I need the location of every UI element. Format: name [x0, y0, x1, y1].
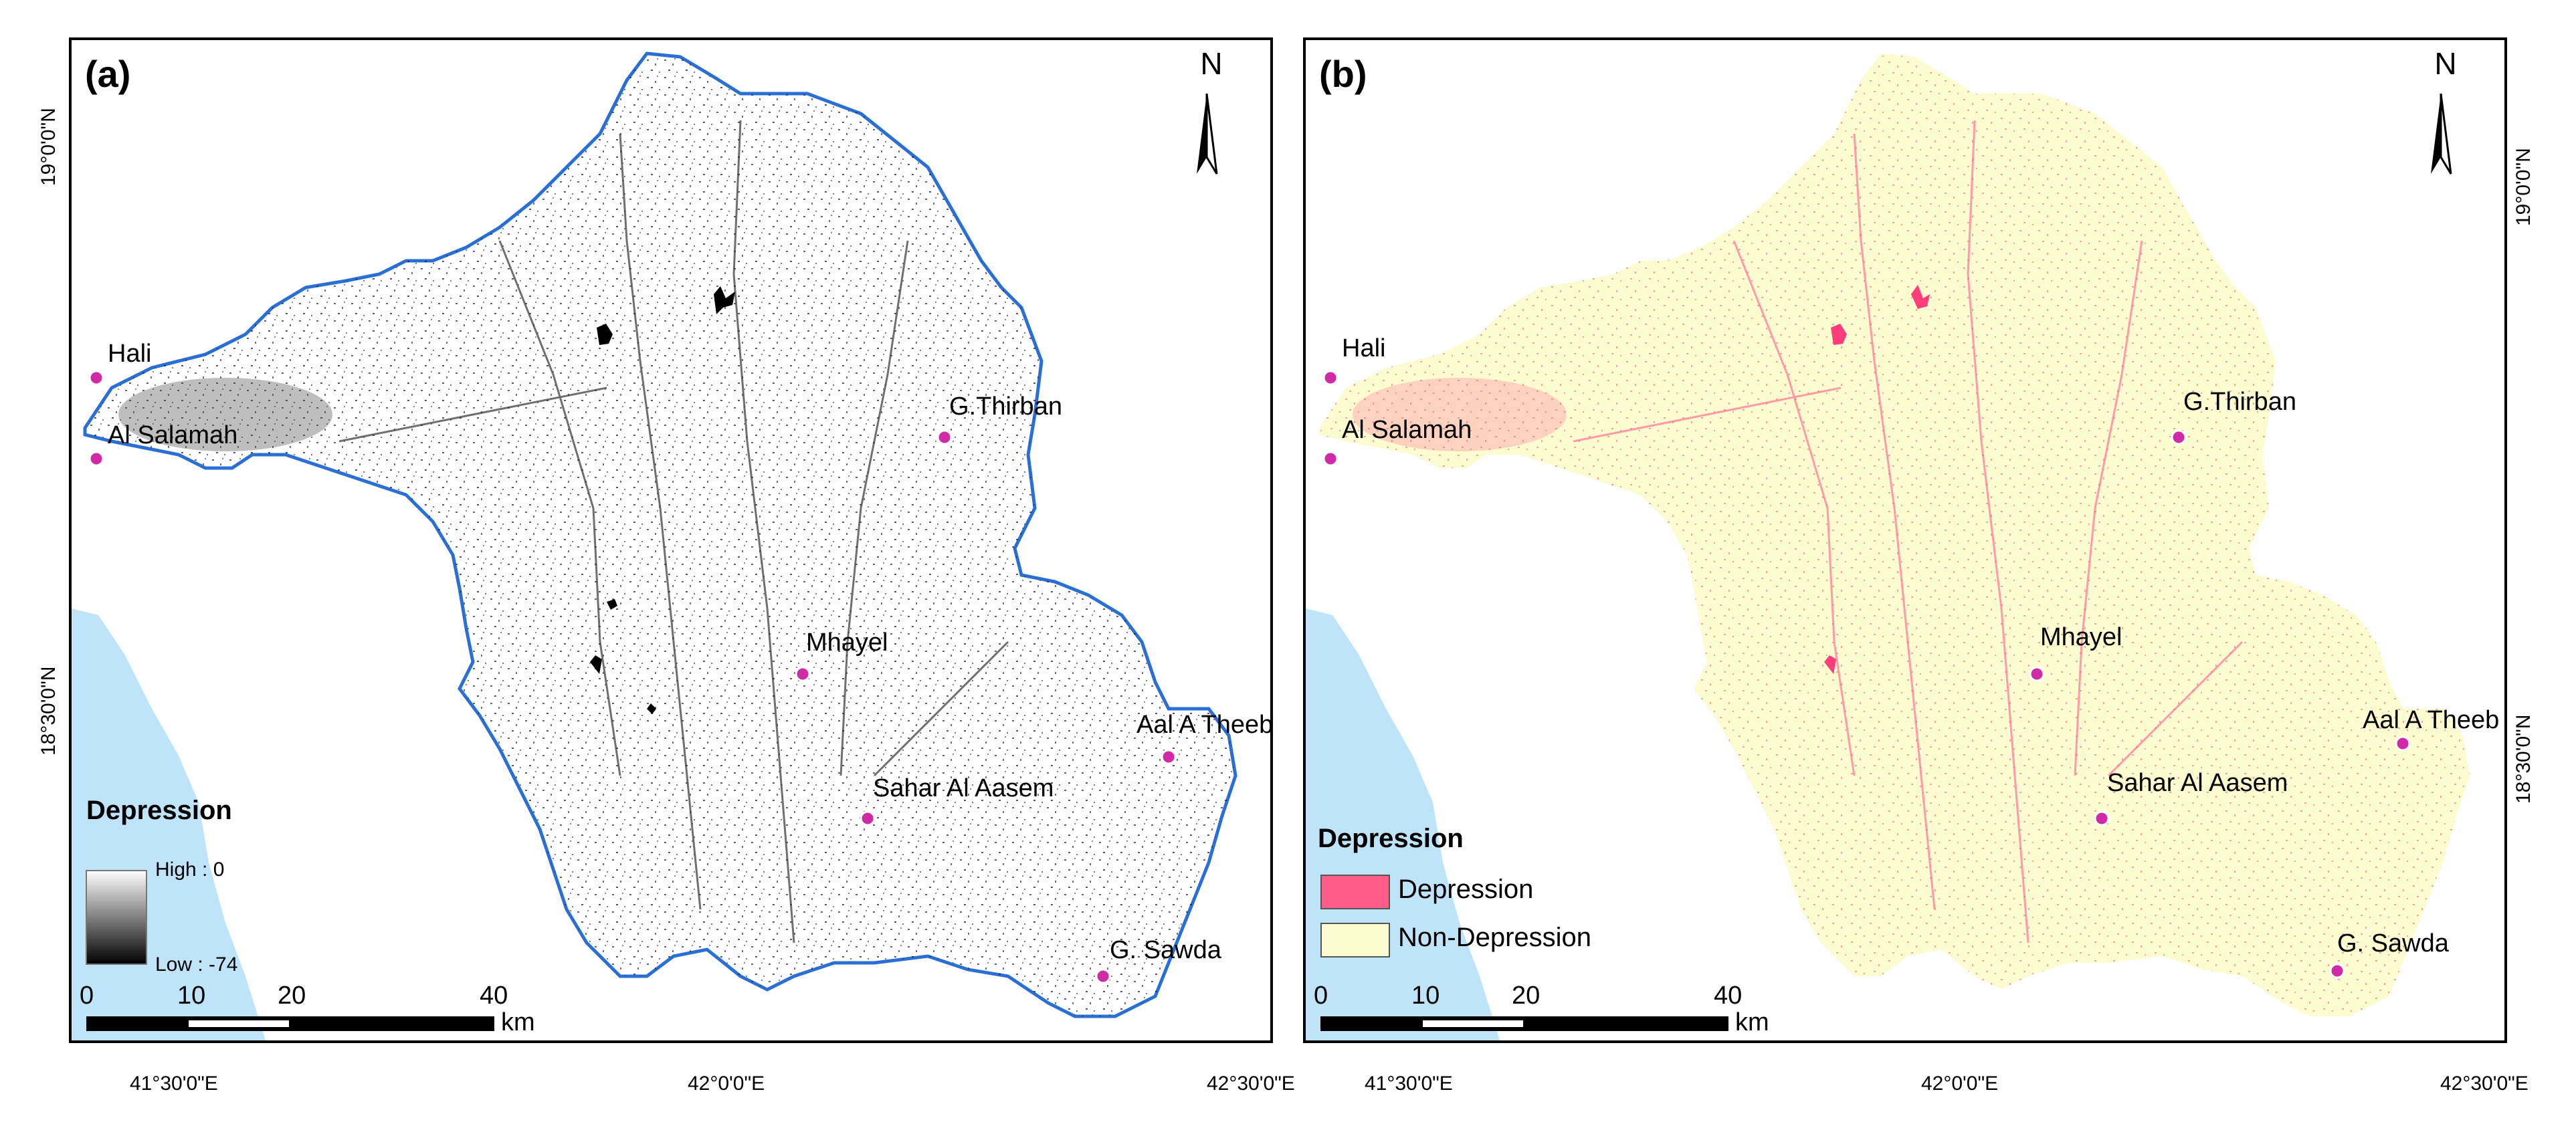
legend-item-depression: Depression: [1398, 875, 1534, 904]
lat-tick-a-2: 18°30'0"N: [37, 666, 60, 756]
drainage-lines-a: [338, 120, 1009, 943]
lon-tick-a-2: 42°0'0"E: [688, 1073, 765, 1095]
legend-ramp-a: [86, 870, 147, 965]
scale-tick-10: 10: [1411, 982, 1440, 1010]
place-label-aal-a-theeb: Aal A Theeb: [2363, 706, 2500, 734]
place-markers-a: [88, 370, 1177, 984]
north-arrow-icon: [2431, 93, 2452, 175]
place-markers-b: [1322, 370, 2411, 979]
legend-swatch-depression: [1320, 875, 1390, 909]
depression-lines-b: [1573, 120, 2244, 943]
lon-tick-b-1: 41°30'0"E: [1365, 1073, 1453, 1095]
map-panel-b: (b) N Hali Al Salamah G.Thirban Mhayel A…: [1303, 37, 2507, 1043]
lon-tick-a-3: 42°30'0"E: [1207, 1073, 1295, 1095]
legend-item-non-depression: Non-Depression: [1398, 923, 1592, 952]
north-label-b: N: [2434, 46, 2457, 81]
scale-unit-a: km: [501, 1008, 535, 1036]
legend-title-a: Depression: [86, 796, 232, 825]
lat-tick-b-1: 19°0'0"N: [2512, 148, 2535, 226]
depression-map-a: [72, 51, 1237, 1040]
legend-swatch-non-depression: [1320, 923, 1390, 958]
scale-tick-10: 10: [177, 982, 206, 1010]
lon-tick-b-2: 42°0'0"E: [1921, 1073, 1999, 1095]
lat-tick-b-2: 18°30'0"N: [2512, 714, 2535, 804]
map-panel-a: (a) N Hali Al Salamah G.Thirban Mhayel A…: [69, 37, 1273, 1043]
scale-unit-b: km: [1735, 1008, 1769, 1036]
place-label-hali: Hali: [108, 340, 152, 368]
lon-tick-b-3: 42°30'0"E: [2440, 1073, 2529, 1095]
north-label-a: N: [1200, 46, 1223, 81]
scale-tick-0: 0: [1314, 982, 1328, 1010]
legend-low-label: Low : -74: [155, 953, 238, 976]
panel-label-a: (a): [85, 53, 131, 95]
scale-tick-40: 40: [1714, 982, 1743, 1010]
depression-blobs-a: [590, 286, 735, 714]
place-label-hali: Hali: [1342, 334, 1386, 362]
lon-tick-a-1: 41°30'0"E: [130, 1073, 218, 1095]
legend-title-b: Depression: [1318, 824, 1464, 853]
north-arrow-icon: [1197, 93, 1218, 175]
scale-tick-20: 20: [278, 982, 306, 1010]
place-label-g-thirban: G.Thirban: [2183, 388, 2296, 416]
place-label-mhayel: Mhayel: [2040, 623, 2122, 651]
depression-map-b: [1306, 53, 2470, 1040]
depression-blobs-b: [1824, 285, 1930, 674]
place-label-aal-a-theeb: Aal A Theeb: [1136, 711, 1273, 739]
scale-tick-40: 40: [480, 982, 508, 1010]
legend-high-label: High : 0: [155, 859, 225, 881]
place-label-g-sawda: G. Sawda: [1110, 936, 1221, 964]
place-label-al-salamah: Al Salamah: [1342, 416, 1472, 444]
place-label-mhayel: Mhayel: [806, 629, 888, 657]
scale-tick-0: 0: [80, 982, 94, 1010]
lat-tick-a-1: 19°0'0"N: [37, 108, 60, 186]
scale-bar-b: [1320, 1016, 1728, 1031]
place-label-al-salamah: Al Salamah: [108, 421, 238, 449]
place-label-g-thirban: G.Thirban: [949, 392, 1062, 421]
place-label-sahar-al-aasem: Sahar Al Aasem: [873, 774, 1054, 802]
scale-bar-a: [86, 1016, 494, 1031]
place-label-sahar-al-aasem: Sahar Al Aasem: [2107, 769, 2288, 797]
scale-tick-20: 20: [1512, 982, 1541, 1010]
place-label-g-sawda: G. Sawda: [2337, 929, 2449, 958]
panel-label-b: (b): [1319, 53, 1367, 95]
